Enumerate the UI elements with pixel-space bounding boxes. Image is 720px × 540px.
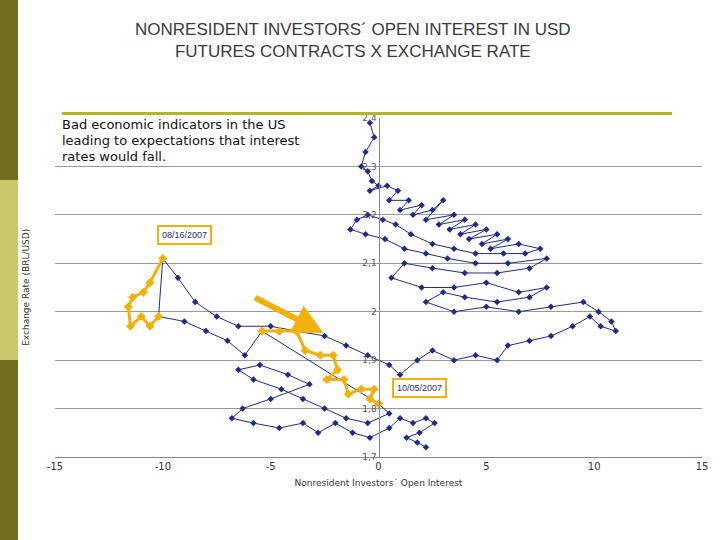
- svg-text:08/16/2007: 08/16/2007: [162, 230, 207, 240]
- svg-text:2,3: 2,3: [362, 162, 376, 172]
- svg-text:2,1: 2,1: [362, 258, 376, 268]
- svg-text:10/05/2007: 10/05/2007: [397, 383, 442, 393]
- svg-text:2,2: 2,2: [362, 210, 376, 220]
- svg-text:2,4: 2,4: [362, 113, 377, 124]
- svg-text:1,8: 1,8: [362, 404, 377, 414]
- svg-text:10: 10: [588, 461, 601, 472]
- svg-text:15: 15: [696, 461, 709, 472]
- html-text:Bad economic indicators in the: Bad economic indicators in the US leadin…: [62, 117, 300, 164]
- svg-text:Nonresident Investors´ Open In: Nonresident Investors´ Open Interest: [295, 478, 463, 488]
- svg-text:NONRESIDENT INVESTORS´ OPEN IN: NONRESIDENT INVESTORS´ OPEN INTEREST IN …: [135, 20, 570, 61]
- svg-text:1,7: 1,7: [362, 452, 376, 462]
- svg-text:Exchange Rate (BRL/USD): Exchange Rate (BRL/USD): [21, 229, 31, 346]
- svg-text:-15: -15: [47, 461, 63, 472]
- svg-text:0: 0: [375, 461, 381, 472]
- svg-text:1,9: 1,9: [362, 355, 377, 365]
- svg-text:5: 5: [483, 461, 489, 472]
- svg-text:2: 2: [371, 307, 377, 317]
- svg-text:-5: -5: [266, 461, 276, 472]
- svg-text:-10: -10: [155, 461, 171, 472]
